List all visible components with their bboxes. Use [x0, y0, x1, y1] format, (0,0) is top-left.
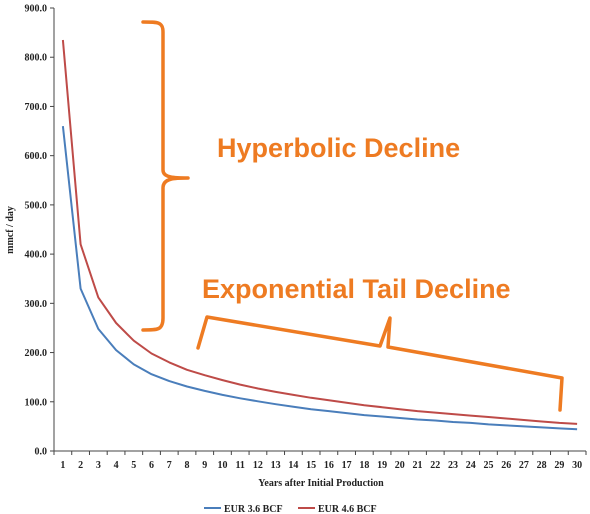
- x-tick-label: 4: [114, 460, 119, 471]
- series-line-eur-4-6-bcf: [61, 39, 578, 425]
- exponential-tail-decline-label: Exponential Tail Decline: [202, 274, 511, 304]
- y-tick-label: 200.0: [25, 348, 48, 359]
- x-tick-label: 24: [466, 460, 476, 471]
- legend: EUR 3.6 BCF EUR 4.6 BCF: [204, 504, 377, 514]
- series-line-eur-3-6-bcf: [61, 125, 578, 431]
- y-tick-label: 800.0: [25, 53, 48, 64]
- x-axis-title: Years after Initial Production: [258, 478, 384, 489]
- x-tick-label: 20: [395, 460, 405, 471]
- x-tick-label: 17: [342, 460, 352, 471]
- x-tick-label: 16: [324, 460, 334, 471]
- legend-label-eur-4-6: EUR 4.6 BCF: [318, 504, 377, 514]
- x-tick-label: 1: [60, 460, 65, 471]
- x-tick-label: 18: [359, 460, 369, 471]
- x-tick-label: 26: [501, 460, 511, 471]
- x-tick-label: 2: [78, 460, 83, 471]
- x-tick-label: 11: [235, 460, 244, 471]
- y-tick-label: 900.0: [25, 4, 48, 15]
- y-tick-label: 300.0: [25, 299, 48, 310]
- x-tick-label: 27: [519, 460, 529, 471]
- y-tick-label: 600.0: [25, 151, 48, 162]
- x-tick-label: 29: [554, 460, 564, 471]
- x-tick-label: 22: [430, 460, 440, 471]
- legend-label-eur-3-6: EUR 3.6 BCF: [224, 504, 283, 514]
- series-lines: [61, 39, 578, 431]
- x-tick-label: 12: [253, 460, 263, 471]
- hyperbolic-decline-label: Hyperbolic Decline: [217, 133, 460, 163]
- exponential-tail-bracket: [196, 315, 564, 412]
- x-tick-label: 10: [217, 460, 227, 471]
- x-tick-label: 6: [149, 460, 154, 471]
- x-tick-label: 30: [572, 460, 582, 471]
- x-axis: 1 2 3 4 5 6 7 8 9 10 11 12 13 14 15 16 17 18 19 20 21 22 23 24 2…: [53, 450, 587, 471]
- y-axis: 0.0 100.0 200.0 300.0 400.0 500.0 600.0 700.0 80…: [25, 4, 55, 458]
- x-tick-label: 5: [131, 460, 136, 471]
- x-tick-label: 19: [377, 460, 387, 471]
- x-tick-label: 8: [185, 460, 190, 471]
- x-tick-label: 15: [306, 460, 316, 471]
- x-tick-label: 28: [537, 460, 547, 471]
- x-tick-label: 23: [448, 460, 458, 471]
- y-axis-title: mmcf / day: [5, 206, 16, 254]
- y-tick-label: 400.0: [25, 250, 48, 261]
- y-tick-label: 500.0: [25, 200, 48, 211]
- x-tick-label: 25: [483, 460, 493, 471]
- hyperbolic-bracket: [141, 20, 190, 332]
- x-tick-label: 7: [167, 460, 172, 471]
- y-tick-label: 100.0: [25, 397, 48, 408]
- x-tick-label: 21: [413, 460, 423, 471]
- x-tick-label: 9: [202, 460, 207, 471]
- y-tick-label: 0.0: [35, 447, 48, 458]
- x-tick-label: 14: [288, 460, 298, 471]
- y-tick-label: 700.0: [25, 102, 48, 113]
- x-tick-label: 13: [271, 460, 281, 471]
- x-tick-label: 3: [96, 460, 101, 471]
